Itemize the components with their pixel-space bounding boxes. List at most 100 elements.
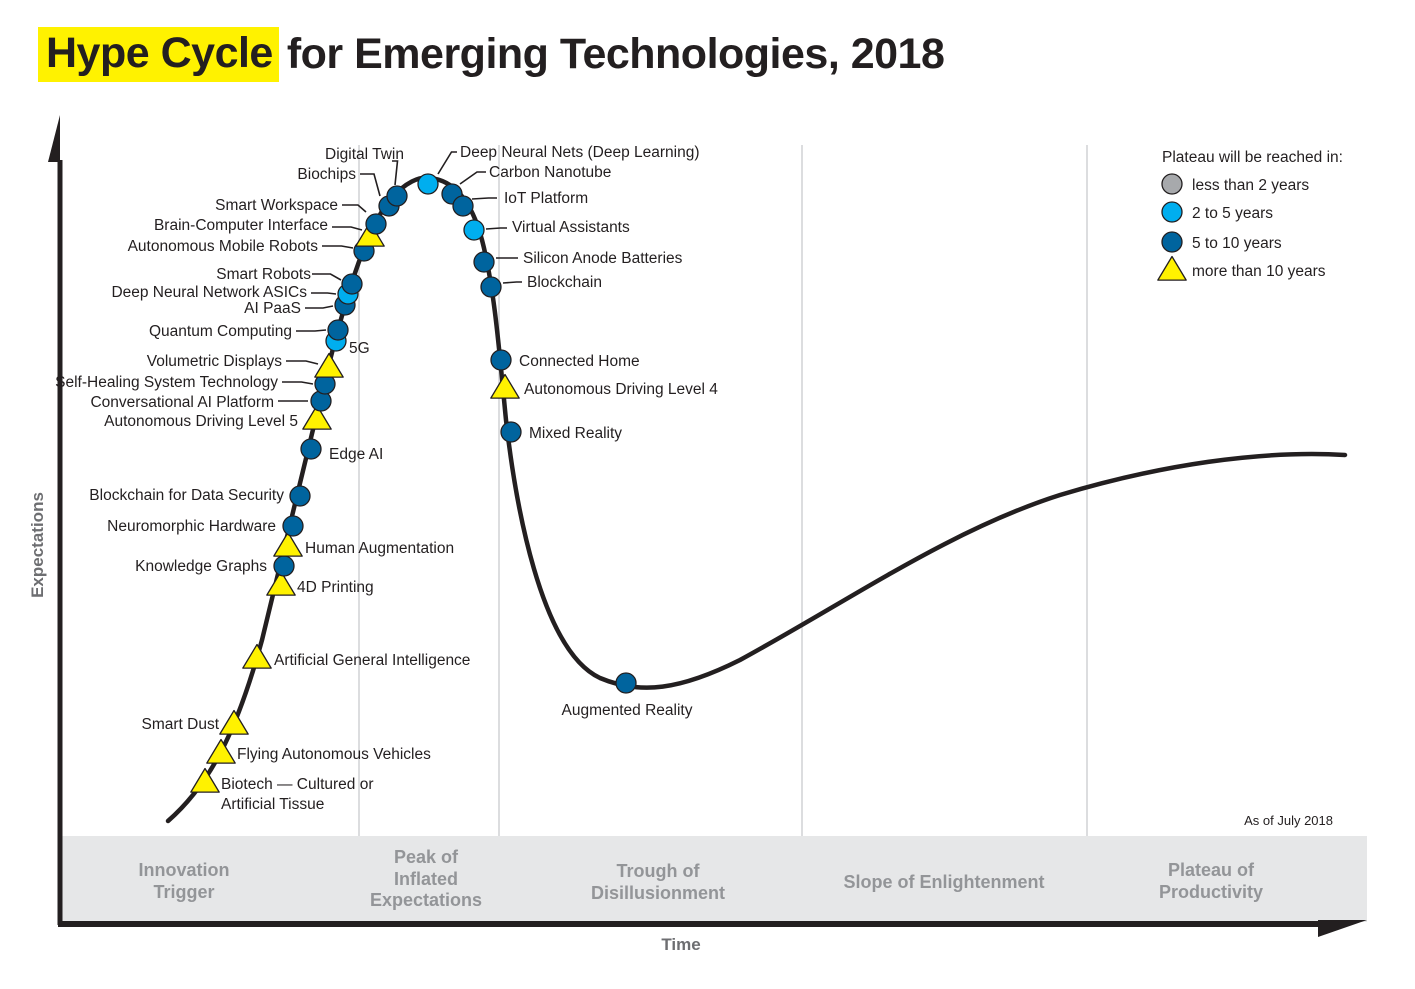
legend-label: 5 to 10 years [1192,235,1282,252]
technology-label: Autonomous Driving Level 4 [524,381,718,398]
phase-label: Plateau of Productivity [1159,860,1263,902]
technology-label: Deep Neural Nets (Deep Learning) [460,144,700,161]
legend-label: less than 2 years [1192,177,1309,194]
leader-line [392,160,399,186]
technology-label: Autonomous Driving Level 5 [104,413,298,430]
leader-line [312,273,342,281]
title-rest: for Emerging Technologies, 2018 [286,29,945,78]
technology-label: Self-Healing System Technology [55,374,278,391]
technology-label: Deep Neural Network ASICs [111,284,307,301]
phase-dividers [358,145,1088,836]
circle-marker-icon [300,438,322,460]
technology-label: Human Augmentation [305,540,454,557]
circle-marker-icon [365,213,387,235]
circle-marker-icon [341,273,363,295]
technology-point: Smart Dust [141,709,249,735]
technology-label: Smart Workspace [215,197,338,214]
x-axis-arrow [1318,920,1367,937]
technology-point: Volumetric Displays [147,352,344,378]
triangle-marker-icon [490,373,520,399]
leader-line [502,281,522,284]
technology-point: Artificial General Intelligence [242,643,470,669]
technology-label: Connected Home [519,353,640,370]
as-of-date: As of July 2018 [1244,813,1333,828]
phase-labels: Innovation Trigger Peak of Inflated Expectat… [139,847,1264,910]
technology-markers: Biotech — Cultured or Artificial Tissue Fl… [55,144,718,813]
circle-legend-icon [1161,231,1183,253]
technology-point: Autonomous Driving Level 5 [104,404,332,430]
technology-point: Silicon Anode Batteries [473,250,683,273]
technology-label: 4D Printing [297,579,374,596]
circle-marker-icon [452,195,474,217]
technology-point: Mixed Reality [500,421,622,443]
phase-label: Innovation Trigger [139,860,230,902]
legend-item: 2 to 5 years [1161,201,1273,223]
technology-point: Blockchain [480,274,602,298]
technology-label: Biotech — Cultured or Artificial Tissue [221,776,374,813]
technology-point: Blockchain for Data Security [89,485,311,507]
technology-label: Smart Robots [216,266,311,283]
phase-band [60,836,1367,922]
technology-point: Conversational AI Platform [90,390,332,412]
leader-line [286,360,319,365]
leader-line [437,151,457,175]
technology-label: Mixed Reality [529,425,622,442]
circle-legend-icon [1161,201,1183,223]
technology-label: Quantum Computing [149,323,292,340]
technology-label: Flying Autonomous Vehicles [237,746,431,763]
technology-label: Augmented Reality [562,702,693,719]
technology-point: Biotech — Cultured or Artificial Tissue [190,767,374,813]
legend-title: Plateau will be reached in: [1162,149,1343,166]
technology-label: Blockchain for Data Security [89,487,284,504]
legend-item: 5 to 10 years [1161,231,1282,253]
technology-label: Virtual Assistants [512,219,630,236]
x-axis-label: Time [661,935,700,954]
leader-line [311,292,337,295]
legend-label: more than 10 years [1192,263,1326,280]
circle-marker-icon [500,421,522,443]
technology-point: Smart Robots [216,266,363,295]
technology-point: Quantum Computing [149,319,349,341]
technology-point: Connected Home [490,349,640,371]
technology-label: Carbon Nanotube [489,164,611,181]
circle-marker-icon [615,672,637,694]
triangle-marker-icon [206,738,236,764]
circle-marker-icon [289,485,311,507]
legend-item: less than 2 years [1161,173,1309,195]
technology-label: AI PaaS [244,300,301,317]
leader-line [296,329,327,332]
technology-label: Digital Twin [325,146,404,163]
technology-label: Artificial General Intelligence [274,652,470,669]
technology-label: Biochips [297,166,356,183]
technology-label: IoT Platform [504,190,588,207]
technology-point: Smart Workspace [215,197,387,235]
technology-point: Augmented Reality [562,672,693,719]
technology-point: Self-Healing System Technology [55,373,336,395]
leader-line [305,305,334,309]
technology-point: Deep Neural Nets (Deep Learning) [417,144,700,195]
triangle-marker-icon [302,404,332,430]
technology-point: Knowledge Graphs [135,555,295,577]
legend: Plateau will be reached in: less than 2 y… [1157,149,1343,281]
technology-label: Brain-Computer Interface [154,217,328,234]
technology-point: 4D Printing [266,570,374,596]
circle-marker-icon [480,276,502,298]
phase-label: Peak of Inflated Expectations [370,847,482,910]
technology-label: Knowledge Graphs [135,558,267,575]
triangle-marker-icon [273,531,303,557]
leader-line [322,245,354,249]
circle-marker-icon [490,349,512,371]
technology-label: 5G [349,340,370,357]
phase-label: Slope of Enlightenment [844,872,1045,892]
triangle-legend-icon [1157,255,1187,281]
technology-point: Human Augmentation [273,531,454,557]
triangle-marker-icon [219,709,249,735]
technology-label: Silicon Anode Batteries [523,250,683,267]
triangle-marker-icon [314,352,344,378]
technology-point: Virtual Assistants [463,219,630,241]
circle-marker-icon [282,515,304,537]
technology-point: Autonomous Mobile Robots [128,238,375,262]
technology-point: IoT Platform [452,190,588,217]
technology-label: Blockchain [527,274,602,291]
